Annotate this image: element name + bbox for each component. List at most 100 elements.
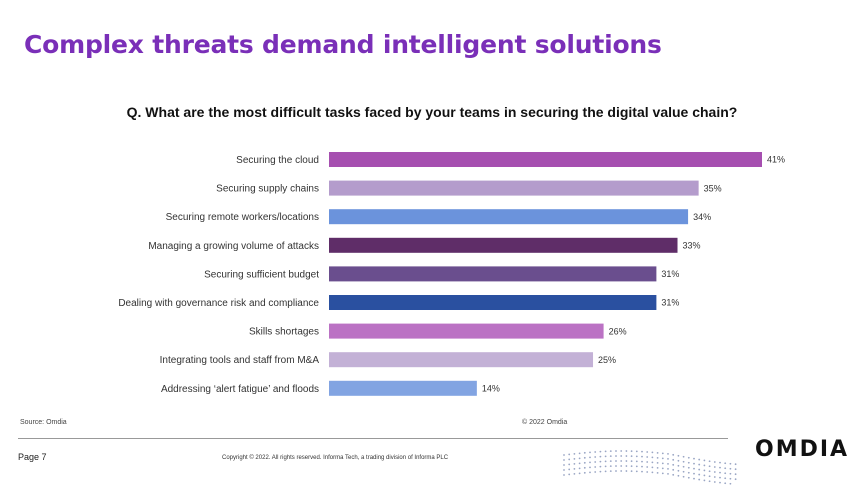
omdia-logo: OMDIA — [755, 437, 850, 462]
decor-dot — [594, 466, 597, 468]
decor-dot — [573, 457, 576, 460]
decor-dot — [563, 469, 565, 471]
value-label: 26% — [609, 326, 627, 336]
decor-dot — [604, 470, 607, 473]
decor-dot — [687, 471, 690, 474]
decorative-dots — [563, 450, 737, 485]
decor-dot — [719, 476, 721, 479]
decor-dot — [604, 460, 607, 463]
decor-dot — [667, 452, 669, 455]
decor-dot — [677, 464, 680, 467]
decor-dot — [656, 456, 659, 459]
value-label: 35% — [704, 183, 722, 193]
decor-dot — [687, 456, 690, 459]
decor-dot — [661, 452, 664, 455]
bar — [329, 180, 699, 196]
decor-dot — [578, 472, 581, 475]
category-label: Securing supply chains — [216, 184, 319, 195]
decor-dot — [594, 451, 597, 453]
decor-dot — [667, 457, 669, 460]
decor-dot — [661, 462, 664, 465]
decor-dot — [651, 456, 654, 459]
decor-dot — [583, 451, 586, 454]
decor-dot — [698, 478, 701, 481]
decor-dot — [646, 466, 649, 468]
decor-dot — [609, 450, 612, 453]
decor-dot — [599, 450, 602, 453]
decor-dot — [713, 471, 716, 473]
decor-dot — [677, 459, 680, 462]
decor-dot — [729, 472, 732, 475]
decor-dot — [682, 460, 685, 463]
decor-dot — [568, 468, 571, 471]
decor-dot — [599, 460, 602, 463]
decor-dot — [589, 461, 591, 464]
decor-dot — [687, 461, 690, 464]
decor-dot — [594, 471, 597, 473]
decor-dot — [651, 451, 654, 454]
decor-dot — [604, 450, 607, 453]
decor-dot — [667, 472, 669, 475]
decor-dot — [568, 463, 571, 466]
decor-dot — [630, 450, 633, 453]
bar — [329, 152, 762, 167]
decor-dot — [641, 460, 643, 463]
decor-dot — [703, 479, 706, 482]
chart-copyright: © 2022 Omdia — [522, 419, 568, 426]
decor-dot — [656, 451, 659, 454]
decor-dot — [651, 461, 654, 464]
value-label: 31% — [661, 269, 679, 279]
value-label: 25% — [598, 355, 616, 365]
decor-dot — [682, 475, 685, 478]
decor-dot — [734, 468, 737, 471]
decor-dot — [687, 466, 690, 469]
decor-dot — [693, 477, 695, 480]
decor-dot — [719, 461, 721, 464]
decor-dot — [563, 454, 565, 456]
decor-dot — [609, 455, 612, 458]
category-label: Addressing ‘alert fatigue’ and floods — [161, 384, 319, 395]
value-label: 14% — [482, 384, 500, 394]
decor-dot — [563, 474, 565, 476]
decor-dot — [713, 466, 716, 468]
decor-dot — [635, 455, 638, 458]
decor-dot — [641, 450, 643, 453]
decor-dot — [620, 465, 623, 467]
decor-dot — [625, 465, 628, 467]
decor-dot — [625, 470, 628, 472]
page-number: Page 7 — [18, 452, 47, 462]
decor-dot — [620, 450, 623, 452]
decor-dot — [609, 460, 612, 463]
decor-dot — [729, 462, 732, 465]
decor-dot — [620, 470, 623, 472]
decor-dot — [713, 481, 716, 483]
decor-dot — [568, 453, 571, 456]
decor-dot — [703, 464, 706, 467]
decor-dot — [583, 466, 586, 469]
decor-dot — [594, 456, 597, 458]
decor-dot — [620, 460, 623, 462]
decor-dot — [724, 482, 727, 485]
decor-dot — [573, 452, 576, 455]
bar — [329, 352, 594, 368]
category-label: Securing remote workers/locations — [166, 212, 319, 223]
decor-dot — [703, 469, 706, 472]
decor-dot — [630, 455, 633, 458]
bar — [329, 237, 678, 253]
decor-dot — [708, 480, 711, 483]
category-label: Securing sufficient budget — [204, 269, 319, 280]
decor-dot — [646, 451, 649, 453]
decor-dot — [651, 466, 654, 469]
category-label: Securing the cloud — [236, 155, 319, 166]
decor-dot — [620, 455, 623, 457]
decor-dot — [615, 460, 617, 462]
decor-dot — [713, 476, 716, 478]
decor-dot — [625, 450, 628, 452]
decor-dot — [656, 471, 659, 474]
decor-dot — [646, 461, 649, 463]
decor-dot — [641, 470, 643, 473]
value-label: 33% — [683, 241, 701, 251]
decor-dot — [724, 462, 727, 465]
decor-dot — [625, 460, 628, 462]
decor-dot — [609, 465, 612, 468]
